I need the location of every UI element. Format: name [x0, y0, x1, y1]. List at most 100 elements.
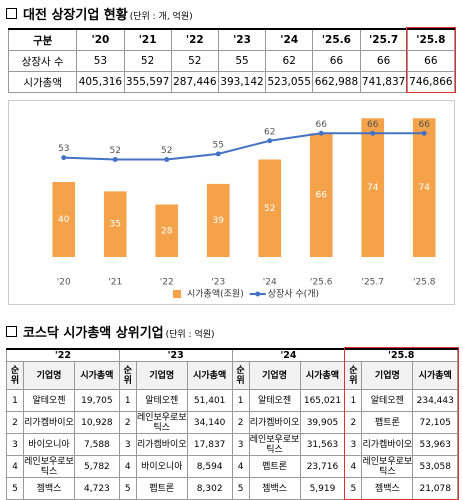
cell: 51,401	[186, 389, 233, 412]
header-row: 구분 '20'21'22'23'24'25.6'25.7'25.8	[7, 28, 456, 51]
line	[63, 132, 425, 161]
row-label: 시가총액	[7, 71, 78, 93]
point	[370, 130, 376, 136]
cell: 4	[118, 455, 137, 478]
column-header: 순위	[118, 361, 137, 390]
cell: 4,723	[74, 477, 120, 500]
cell: 31,563	[299, 433, 346, 456]
listing-table: 구분 '20'21'22'23'24'25.6'25.7'25.8 상장사 수 53 5…	[7, 28, 456, 93]
cell: 레인보우로보틱스	[361, 455, 414, 478]
cell: 741,837	[359, 71, 408, 93]
cell: 17,837	[186, 433, 233, 456]
data-label: 52	[110, 146, 121, 156]
cell: 72,105	[412, 411, 459, 434]
data-label: 66	[316, 191, 328, 201]
row: 3 바이오니아 7,588 3 리가켐바이오 17,837 3 레인보우로보틱스 31,563 3…	[6, 433, 459, 456]
cell: 52	[123, 50, 172, 72]
cell: 4	[6, 455, 24, 478]
legend-label: 시가총액(조원)	[187, 288, 244, 300]
cell: 리가켐바이오	[248, 411, 301, 434]
bar	[206, 183, 230, 257]
x-tick-label: '23	[211, 278, 225, 288]
cell: 바이오니아	[135, 455, 188, 478]
column-header: 시가총액	[299, 361, 346, 390]
cell: 리가켐바이오	[23, 411, 75, 434]
cell: 8,302	[186, 477, 233, 500]
column-header: 시가총액	[186, 361, 233, 390]
ranking-table: '22'23'24'25.8 순위 기업명 시가총액 순위 기업명 시가총액 순위 기업명 시가총…	[6, 348, 459, 500]
cell: 7,588	[74, 433, 120, 456]
bar	[361, 118, 385, 257]
title: 대전 상장기업 현황	[23, 8, 128, 23]
cell: 53	[76, 50, 125, 72]
cell: 5,919	[299, 477, 346, 500]
bar	[258, 159, 282, 257]
data-label: 35	[110, 220, 121, 230]
data-label: 66	[367, 120, 379, 130]
cell: 3	[6, 433, 24, 456]
cell: 리가켐바이오	[361, 433, 414, 456]
cell: 바이오니아	[23, 433, 75, 456]
x-tick-label: '24	[263, 278, 277, 288]
cell: 1	[6, 389, 24, 412]
cell: 662,988	[312, 71, 361, 93]
cell: 746,866	[406, 71, 456, 93]
cell: 55	[217, 50, 267, 72]
row: 4 레인보우로보틱스 5,782 4 바이오니아 8,594 4 펩트론 23,716 4 레인보우…	[6, 455, 459, 478]
unit: (단위 : 억원)	[165, 330, 215, 340]
cell: 53,963	[412, 433, 459, 456]
cell: 2	[344, 411, 363, 434]
bullet	[6, 8, 17, 19]
data-label: 66	[419, 120, 431, 130]
cell: 젬백스	[23, 477, 75, 500]
data-label: 53	[58, 144, 69, 154]
period-header: '22	[6, 348, 120, 362]
data-label: 52	[264, 204, 275, 214]
section-title: 대전 상장기업 현황 (단위 : 개, 억원)	[6, 4, 193, 23]
column-header: '25.7	[359, 28, 408, 51]
cell: 알테오젠	[361, 389, 414, 412]
cell: 2	[231, 411, 250, 434]
cell: 23,716	[299, 455, 346, 478]
column-header: 기업명	[248, 361, 301, 390]
cell: 234,443	[412, 389, 459, 412]
cell: 66	[406, 50, 456, 72]
cell: 5	[231, 477, 250, 500]
cell: 393,142	[217, 71, 267, 93]
cell: 8,594	[186, 455, 233, 478]
cell: 1	[344, 389, 363, 412]
cell: 1	[118, 389, 137, 412]
cell: 3	[231, 433, 250, 456]
cell: 4	[344, 455, 363, 478]
column-header: 순위	[6, 361, 24, 390]
cell: 287,446	[170, 71, 219, 93]
legend-swatch	[255, 291, 261, 297]
bullet	[6, 326, 17, 337]
row: 5 젬백스 4,723 5 펩트론 8,302 5 젬백스 5,919 5 젬백스 21,078	[6, 477, 459, 500]
column-header: '24	[265, 28, 314, 51]
period-header: '23	[118, 348, 233, 362]
cell: 66	[359, 50, 408, 72]
cell: 4	[231, 455, 250, 478]
cell: 2	[6, 411, 24, 434]
period-header: '25.8	[344, 348, 459, 362]
cell: 3	[118, 433, 137, 456]
x-tick-label: '25.7	[361, 278, 384, 288]
chart-frame	[8, 100, 455, 305]
cell: 355,597	[123, 71, 172, 93]
point	[215, 151, 221, 157]
cell: 405,316	[76, 71, 125, 93]
cell: 알테오젠	[23, 389, 75, 412]
point	[112, 157, 118, 162]
cell: 34,140	[186, 411, 233, 434]
column-header: 기업명	[135, 361, 188, 390]
row: 1 알테오젠 19,705 1 알테오젠 51,401 1 알테오젠 165,021 1 알테오젠 2…	[6, 389, 459, 412]
cell: 젬백스	[361, 477, 414, 500]
cell: 레인보우로보틱스	[248, 433, 301, 456]
point	[267, 138, 273, 144]
data-label: 39	[213, 216, 225, 226]
column-header: 기업명	[361, 361, 414, 390]
x-tick-label: '20	[57, 278, 71, 288]
data-label: 74	[419, 183, 431, 193]
